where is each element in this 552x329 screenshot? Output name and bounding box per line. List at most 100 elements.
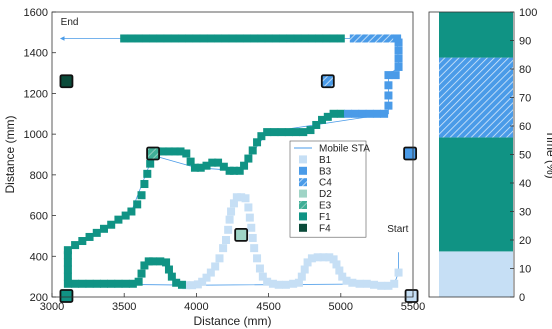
point-f1 bbox=[156, 257, 164, 265]
bar-segment-c4 bbox=[439, 58, 513, 138]
legend-swatch bbox=[299, 201, 307, 209]
point-f1 bbox=[250, 34, 258, 42]
point-b1 bbox=[256, 265, 264, 273]
point-f1 bbox=[165, 266, 173, 274]
point-f1 bbox=[138, 191, 146, 199]
point-b1 bbox=[363, 280, 371, 288]
bar-y-tick-label: 80 bbox=[519, 64, 531, 76]
x-tick-label: 5000 bbox=[329, 301, 353, 313]
point-f1 bbox=[135, 34, 143, 42]
point-f1 bbox=[171, 34, 179, 42]
y-axis-label: Distance (mm) bbox=[3, 115, 17, 193]
point-b3 bbox=[384, 71, 392, 79]
bar-y-tick-label: 50 bbox=[519, 150, 531, 162]
bar-y-axis-label: Time (%) bbox=[544, 130, 552, 178]
legend-swatch bbox=[299, 224, 307, 232]
point-f1 bbox=[330, 110, 338, 118]
bar-y-tick-label: 0 bbox=[519, 292, 525, 304]
legend-label: B1 bbox=[319, 155, 332, 166]
point-f1 bbox=[168, 273, 176, 281]
point-c4 bbox=[357, 34, 365, 42]
point-f1 bbox=[138, 270, 146, 278]
legend-swatch bbox=[299, 155, 307, 163]
point-f1 bbox=[299, 128, 307, 136]
point-f1 bbox=[279, 34, 287, 42]
legend-label: C4 bbox=[319, 178, 332, 189]
y-tick-label: 600 bbox=[30, 211, 48, 223]
point-c4 bbox=[364, 34, 372, 42]
point-f1 bbox=[292, 128, 300, 136]
point-b1 bbox=[249, 234, 257, 242]
point-f1 bbox=[146, 160, 154, 168]
point-f1 bbox=[285, 128, 293, 136]
y-tick-label: 1200 bbox=[24, 88, 48, 100]
point-f1 bbox=[120, 34, 128, 42]
point-f1 bbox=[78, 237, 86, 245]
point-f1 bbox=[100, 225, 108, 233]
point-f1 bbox=[178, 34, 186, 42]
legend-swatch bbox=[299, 212, 307, 220]
point-f1 bbox=[64, 280, 72, 288]
point-f1 bbox=[143, 170, 151, 178]
point-b3 bbox=[373, 110, 381, 118]
point-f1 bbox=[265, 34, 273, 42]
x-tick-label: 5500 bbox=[401, 301, 425, 313]
point-b1 bbox=[224, 226, 232, 234]
point-f1 bbox=[86, 280, 94, 288]
y-tick-label: 800 bbox=[30, 170, 48, 182]
point-c4 bbox=[386, 34, 394, 42]
point-b3 bbox=[393, 34, 401, 42]
point-f1 bbox=[263, 128, 271, 136]
point-f1 bbox=[149, 34, 157, 42]
point-f1 bbox=[64, 273, 72, 281]
point-f1 bbox=[71, 280, 79, 288]
ap-marker-f4 bbox=[60, 75, 72, 87]
point-b1 bbox=[289, 280, 297, 288]
y-tick-label: 400 bbox=[30, 251, 48, 263]
ap-marker-e3 bbox=[147, 147, 159, 159]
point-b1 bbox=[219, 244, 227, 252]
point-b3 bbox=[395, 55, 403, 63]
legend-swatch bbox=[299, 167, 307, 175]
point-f1 bbox=[308, 34, 316, 42]
point-b1 bbox=[246, 214, 254, 222]
point-f1 bbox=[93, 229, 101, 237]
point-f1 bbox=[100, 280, 108, 288]
y-tick-label: 1600 bbox=[24, 7, 48, 19]
point-f1 bbox=[270, 128, 278, 136]
point-f1 bbox=[249, 146, 257, 154]
time-bar-plot: 0 10 20 30 40 50 60 70 80 90 100 Time (%) bbox=[429, 7, 552, 304]
point-f1 bbox=[214, 34, 222, 42]
point-c4 bbox=[371, 34, 379, 42]
legend-swatch bbox=[299, 190, 307, 198]
point-b1 bbox=[226, 216, 234, 224]
bar-y-tick-label: 90 bbox=[519, 36, 531, 48]
point-b1 bbox=[259, 273, 267, 281]
bar-y-tick-label: 70 bbox=[519, 93, 531, 105]
point-f1 bbox=[240, 162, 248, 170]
y-tick-label: 1400 bbox=[24, 48, 48, 60]
point-f1 bbox=[164, 34, 172, 42]
point-b3 bbox=[351, 110, 359, 118]
point-f1 bbox=[278, 128, 286, 136]
point-b3 bbox=[384, 91, 392, 99]
point-f1 bbox=[293, 34, 301, 42]
x-tick-label: 3500 bbox=[112, 301, 136, 313]
point-b1 bbox=[222, 236, 230, 244]
point-f1 bbox=[140, 180, 148, 188]
point-f1 bbox=[315, 34, 323, 42]
point-b1 bbox=[370, 281, 378, 289]
point-f1 bbox=[221, 34, 229, 42]
point-f1 bbox=[71, 241, 79, 249]
point-f1 bbox=[64, 258, 72, 266]
main-plot: 3000 3500 4000 4500 5000 5500 200 400 600 800 1000… bbox=[3, 7, 425, 328]
bar-segment-b1 bbox=[439, 251, 513, 297]
point-b1 bbox=[216, 254, 224, 262]
point-b3 bbox=[380, 110, 388, 118]
legend-label: Mobile STA bbox=[319, 144, 370, 155]
ap-marker-b3 bbox=[404, 147, 416, 159]
point-f1 bbox=[107, 221, 115, 229]
bar-y-tick-label: 60 bbox=[519, 121, 531, 133]
point-f1 bbox=[78, 280, 86, 288]
